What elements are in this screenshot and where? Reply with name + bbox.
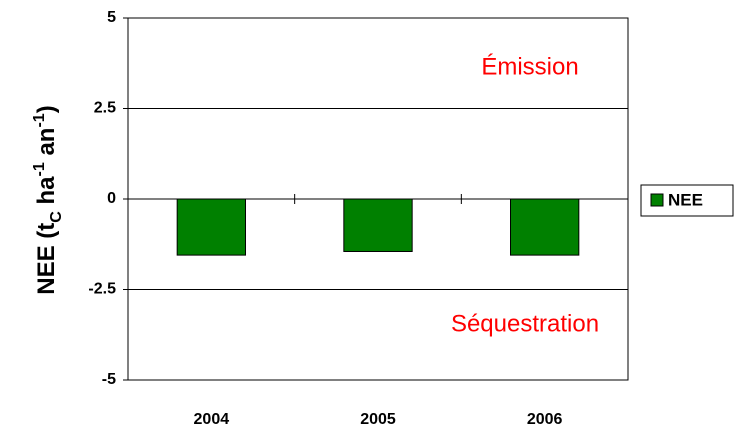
y-axis-label: NEE (tC ha-1 an-1) (31, 105, 65, 294)
x-tick-label: 2004 (194, 411, 230, 428)
y-tick-label: -5 (102, 371, 116, 388)
y-tick-label: 0 (107, 190, 116, 207)
x-tick-label: 2005 (360, 411, 396, 428)
y-axis-label-part: ) (33, 105, 60, 113)
annotation: Émission (481, 53, 578, 80)
y-tick-label: 2.5 (94, 100, 116, 117)
y-tick-label: -2.5 (88, 281, 116, 298)
y-axis-label-part: ha (33, 176, 60, 211)
legend-swatch (650, 193, 664, 207)
y-axis-label-part: NEE (t (33, 223, 60, 295)
legend-label: NEE (668, 190, 703, 209)
x-tick-label: 2006 (527, 411, 563, 428)
bar (510, 198, 580, 256)
y-axis-label-part: -1 (31, 113, 48, 127)
y-axis-label-part: C (48, 211, 65, 223)
bar (343, 198, 413, 252)
y-axis-label-part: -1 (31, 162, 48, 176)
annotation: Séquestration (451, 310, 599, 337)
y-axis-label-part: an (33, 128, 60, 163)
bar (176, 198, 247, 256)
y-tick-label: 5 (107, 9, 116, 26)
